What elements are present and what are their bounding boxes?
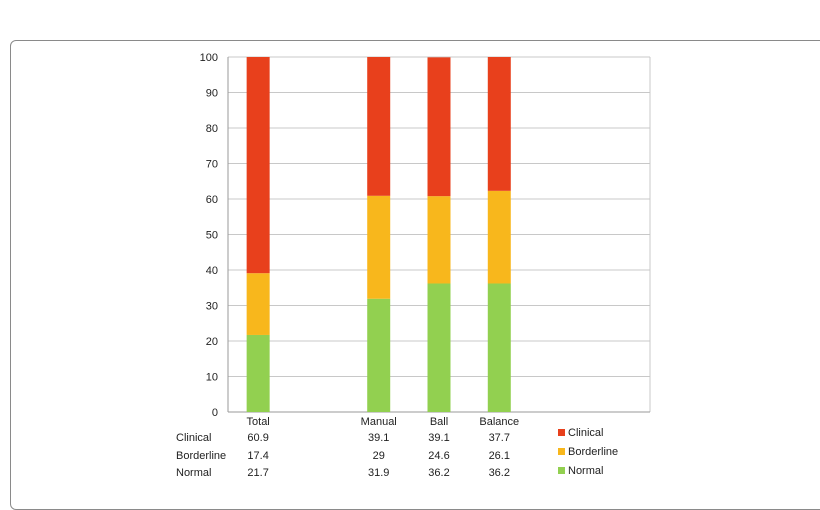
x-tick-label: Manual: [361, 416, 397, 428]
table-cell: 36.2: [489, 467, 510, 479]
y-tick-label: 50: [206, 230, 218, 242]
bar-segment-borderline: [246, 273, 270, 335]
table-cell: 24.6: [428, 450, 449, 462]
y-tick-label: 20: [206, 336, 218, 348]
x-tick-label: Ball: [430, 416, 448, 428]
bar-segment-normal: [246, 334, 270, 412]
legend-label: Clinical: [568, 427, 603, 439]
table-cell: 37.7: [489, 432, 510, 444]
bar-segment-clinical: [427, 57, 451, 197]
legend-swatch-clinical: [558, 429, 565, 436]
bar-segment-clinical: [367, 57, 391, 196]
bar-segment-normal: [427, 283, 451, 412]
y-tick-label: 0: [212, 407, 218, 419]
bar-segment-borderline: [427, 196, 451, 284]
y-tick-label: 30: [206, 301, 218, 313]
bar-segment-clinical: [246, 57, 270, 274]
x-tick-label: Balance: [479, 416, 519, 428]
y-tick-label: 40: [206, 265, 218, 277]
table-cell: 17.4: [247, 450, 268, 462]
table-row-label: Normal: [176, 467, 211, 479]
table-cell: 39.1: [368, 432, 389, 444]
stacked-bar-chart: 0 10 20 30 40 50 60 70 80 90 100 Total Manual Ball Bal…: [176, 52, 651, 479]
x-tick-label: Total: [247, 416, 270, 428]
y-tick-label: 70: [206, 159, 218, 171]
bar-segment-borderline: [487, 190, 511, 284]
bar-segment-clinical: [487, 57, 511, 191]
table-row-label: Borderline: [176, 450, 226, 462]
table-cell: 36.2: [428, 467, 449, 479]
table-cell: 26.1: [489, 450, 510, 462]
legend-swatch-borderline: [558, 448, 565, 455]
table-cell: 39.1: [428, 432, 449, 444]
table-cell: 31.9: [368, 467, 389, 479]
y-tick-label: 80: [206, 123, 218, 135]
bar-segment-borderline: [367, 195, 391, 299]
table-cell: 29: [373, 450, 385, 462]
y-tick-label: 100: [200, 52, 218, 64]
bar-segment-normal: [367, 298, 391, 412]
y-tick-label: 60: [206, 194, 218, 206]
table-row-label: Clinical: [176, 432, 211, 444]
table-cell: 21.7: [247, 467, 268, 479]
legend-swatch-normal: [558, 467, 565, 474]
legend-label: Borderline: [568, 446, 618, 458]
y-tick-label: 90: [206, 88, 218, 100]
bar-segment-normal: [487, 283, 511, 412]
legend-label: Normal: [568, 465, 603, 477]
table-cell: 60.9: [247, 432, 268, 444]
y-tick-label: 10: [206, 372, 218, 384]
